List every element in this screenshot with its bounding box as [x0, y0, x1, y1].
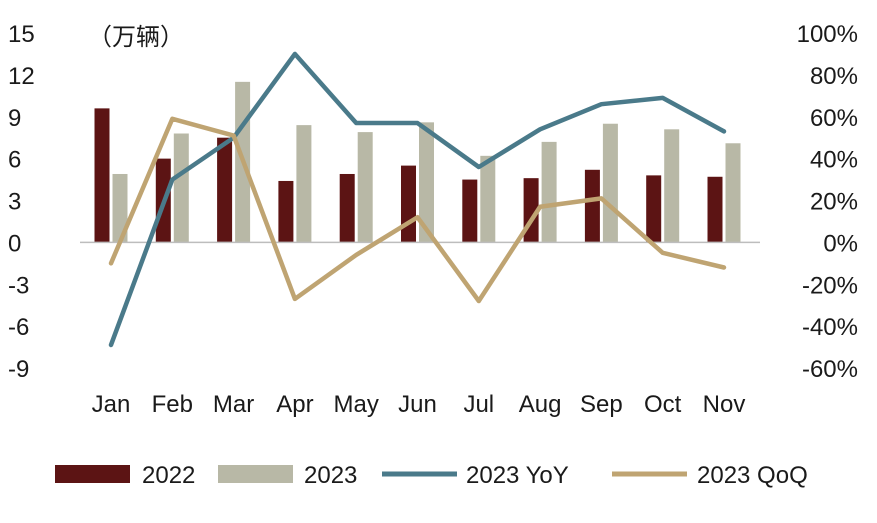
right-axis-ticks: 100% 80% 60% 40% 20% 0% -20% -40% -60% — [797, 21, 858, 383]
bar-2023-Sep — [602, 123, 618, 243]
left-tick-label: -9 — [8, 356, 29, 383]
x-tick-label: Feb — [152, 391, 193, 418]
legend-swatch-2022 — [55, 465, 130, 483]
right-tick-label: -20% — [802, 272, 858, 299]
legend-label-2023: 2023 — [304, 462, 357, 489]
bar-2023-May — [357, 132, 373, 243]
right-tick-label: 60% — [810, 105, 858, 132]
bar-2022-Apr — [278, 180, 294, 243]
right-tick-label: 100% — [797, 21, 858, 48]
x-tick-label: Jan — [92, 391, 131, 418]
bar-2023-Jun — [419, 122, 434, 243]
legend-swatch-2023 — [218, 465, 293, 483]
right-tick-label: 80% — [810, 63, 858, 90]
bar-2022-Jul — [462, 179, 478, 243]
legend-label-2022: 2022 — [142, 462, 195, 489]
bar-2023-Nov — [725, 143, 741, 243]
bar-2022-Oct — [646, 175, 662, 243]
x-tick-label: Aug — [519, 391, 562, 418]
bar-2022-Jun — [401, 165, 416, 243]
bar-2023-Oct — [664, 129, 680, 243]
right-tick-label: -60% — [802, 356, 858, 383]
line-2023-QoQ — [108, 116, 727, 304]
bar-2022-Mar — [217, 137, 233, 243]
right-tick-label: 20% — [810, 189, 858, 216]
left-tick-label: -3 — [8, 272, 29, 299]
left-tick-label: 3 — [8, 189, 21, 216]
x-tick-label: Jul — [463, 391, 494, 418]
bar-2023-Aug — [541, 141, 557, 243]
right-tick-label: -40% — [802, 314, 858, 341]
legend-label-2023-YoY: 2023 YoY — [466, 462, 569, 489]
bar-2022-Jan — [94, 108, 110, 243]
left-tick-label: 12 — [8, 63, 35, 90]
x-tick-label: Nov — [703, 391, 746, 418]
bar-2023-Apr — [296, 125, 312, 243]
bar-2022-Nov — [707, 176, 723, 243]
left-tick-label: 9 — [8, 105, 21, 132]
legend-label-2023-QoQ: 2023 QoQ — [697, 462, 808, 489]
x-tick-label: Apr — [276, 391, 313, 418]
legend: 2022 2023 2023 YoY 2023 QoQ — [55, 462, 808, 489]
left-tick-label: 15 — [8, 21, 35, 48]
x-tick-label: Sep — [580, 391, 623, 418]
unit-label: （万辆） — [88, 23, 184, 51]
right-tick-label: 0% — [823, 230, 858, 257]
left-tick-label: 6 — [8, 147, 21, 174]
line-2023-YoY — [108, 51, 727, 348]
x-tick-label: May — [334, 391, 379, 418]
x-tick-label: Mar — [213, 391, 254, 418]
bar-2023-Jul — [480, 155, 496, 243]
bar-2022-Sep — [584, 169, 600, 243]
x-axis-ticks: Jan Feb Mar Apr May Jun Jul Aug Sep Oct Nov — [92, 391, 746, 418]
x-tick-label: Jun — [398, 391, 437, 418]
right-tick-label: 40% — [810, 147, 858, 174]
bar-2023-Jan — [112, 173, 128, 243]
left-axis-ticks: 15 12 9 6 3 0 -3 -6 -9 — [8, 21, 35, 383]
x-tick-label: Oct — [644, 391, 682, 418]
bar-2022-May — [339, 173, 355, 243]
left-tick-label: 0 — [8, 230, 21, 257]
lines-layer — [108, 51, 727, 348]
bar-2023-Feb — [173, 133, 189, 243]
left-tick-label: -6 — [8, 314, 29, 341]
